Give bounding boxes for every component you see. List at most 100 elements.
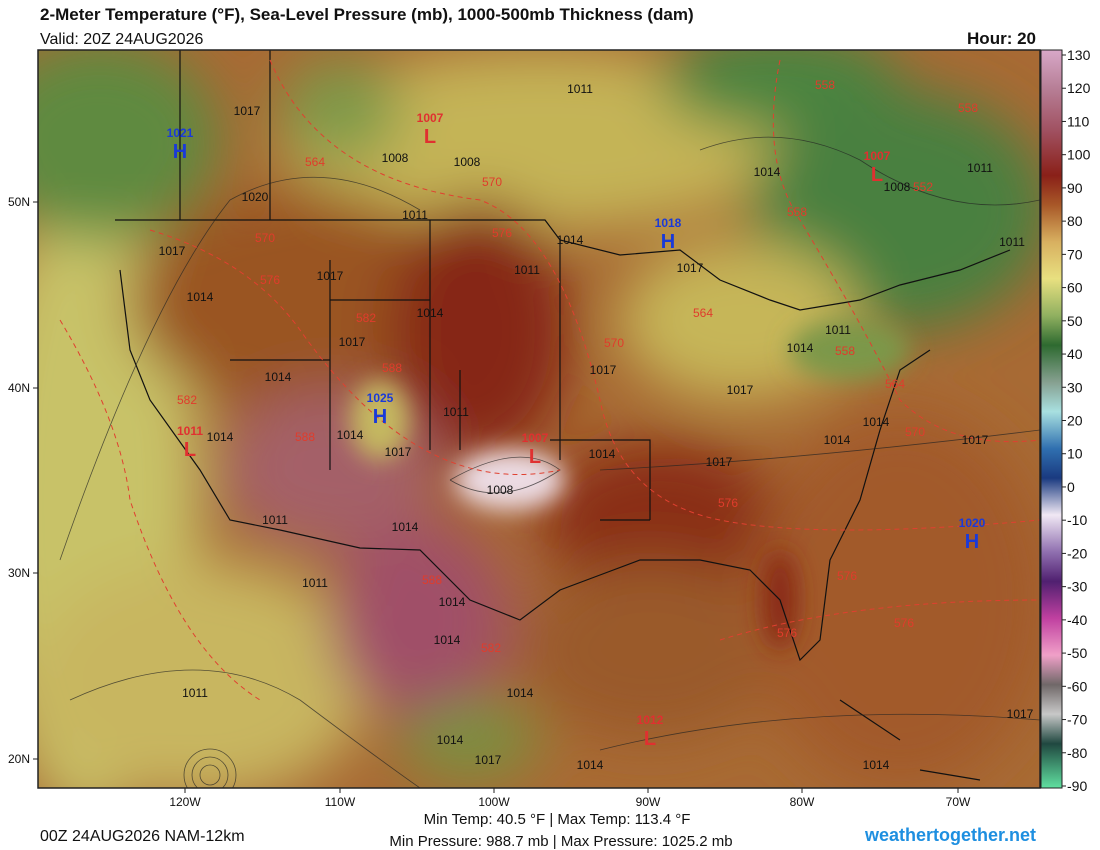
pressure-center-value: 1012 [637,713,664,727]
isobar-label: 1014 [439,595,466,609]
isobar-label: 1014 [754,165,781,179]
isobar-label: 1014 [392,520,419,534]
pressure-center-symbol: L [184,439,196,461]
thickness-label: 552 [913,180,933,194]
isobar-label: 1017 [590,363,617,377]
thickness-label: 564 [885,377,905,391]
pressure-range: Min Pressure: 988.7 mb | Max Pressure: 1… [389,833,732,850]
isobar-label: 1011 [825,323,851,337]
isobar-label: 1011 [567,82,593,96]
colorbar-label: 40 [1067,346,1083,362]
isobar-label: 1017 [677,261,704,275]
colorbar-label: 110 [1067,113,1090,129]
pressure-center-value: 1020 [959,516,986,530]
colorbar-label: 50 [1067,313,1083,329]
pressure-center-symbol: L [644,728,656,750]
lon-label: 110W [325,795,356,809]
lat-label: 30N [8,566,30,580]
site-name: weathertogether.net [864,825,1036,845]
isobar-label: 1017 [1007,707,1034,721]
thickness-label: 558 [958,101,978,115]
isobar-label: 1014 [207,430,234,444]
thickness-label: 576 [492,226,512,240]
colorbar-label: -90 [1067,778,1087,794]
lat-label: 20N [8,752,30,766]
thickness-label: 582 [481,641,501,655]
colorbar-label: 120 [1067,80,1091,96]
isobar-label: 1017 [317,269,344,283]
thickness-label: 558 [815,78,835,92]
colorbar-label: 0 [1067,479,1075,495]
thickness-label: 558 [835,344,855,358]
isobar-label: 1014 [507,686,534,700]
thickness-label: 576 [894,616,914,630]
lon-label: 100W [478,795,510,809]
lon-label: 70W [946,795,971,809]
pressure-center-value: 1007 [522,431,549,445]
pressure-center-symbol: H [661,231,675,253]
colorbar-label: 80 [1067,213,1083,229]
isobar-label: 1014 [437,733,464,747]
valid-time: Valid: 20Z 24AUG2026 [40,31,203,48]
colorbar-label: -20 [1067,545,1087,561]
isobar-label: 1017 [706,455,733,469]
thickness-label: 576 [837,569,857,583]
isobar-label: 1017 [339,335,366,349]
isobar-label: 1011 [302,576,328,590]
isobar-label: 1011 [967,161,993,175]
thickness-label: 576 [260,273,280,287]
isobar-label: 1008 [382,151,409,165]
isobar-label: 1017 [962,433,989,447]
temp-range: Min Temp: 40.5 °F | Max Temp: 113.4 °F [424,811,691,828]
thickness-label: 558 [787,205,807,219]
isobar-label: 1014 [863,415,890,429]
colorbar-label: -80 [1067,745,1087,761]
colorbar-label: 10 [1067,446,1083,462]
colorbar-label: -70 [1067,712,1087,728]
thickness-label: 576 [777,626,797,640]
thickness-label: 570 [604,336,624,350]
isobar-label: 1011 [262,513,288,527]
isobar-label: 1008 [454,155,481,169]
thickness-label: 588 [422,573,442,587]
colorbar-label: -10 [1067,512,1087,528]
pressure-center-value: 1007 [417,111,444,125]
isobar-label: 1008 [884,180,911,194]
colorbar-label: 70 [1067,246,1083,262]
thickness-label: 570 [482,175,502,189]
pressure-center-value: 1021 [167,126,194,140]
isobar-label: 1014 [557,233,584,247]
thickness-label: 576 [718,496,738,510]
isobar-label: 1014 [337,428,364,442]
thickness-label: 582 [177,393,197,407]
lon-label: 120W [169,795,201,809]
isobar-label: 1014 [187,290,214,304]
pressure-center-symbol: L [424,126,436,148]
colorbar-label: -40 [1067,612,1087,628]
pressure-center-value: 1025 [367,391,394,405]
lat-label: 40N [8,381,30,395]
pressure-center-symbol: H [965,531,979,553]
thickness-label: 564 [693,306,713,320]
temperature-field [38,50,1040,788]
isobar-label: 1014 [265,370,292,384]
map-frame [37,49,1041,789]
thickness-label: 570 [255,231,275,245]
pressure-center-symbol: H [373,406,387,428]
map-title: 2-Meter Temperature (°F), Sea-Level Pres… [40,5,694,24]
thickness-label: 582 [356,311,376,325]
pressure-center-symbol: L [871,164,883,186]
isobar-label: 1011 [443,405,469,419]
isobar-label: 1008 [487,483,514,497]
colorbar [1040,49,1063,789]
colorbar-label: -30 [1067,579,1087,595]
isobar-label: 1014 [863,758,890,772]
isobar-label: 1014 [434,633,461,647]
pressure-center-value: 1011 [177,424,203,438]
colorbar-label: 130 [1067,47,1091,63]
thickness-label: 570 [905,425,925,439]
thickness-label: 564 [305,155,325,169]
colorbar-label: 100 [1067,147,1091,163]
lon-label: 80W [790,795,815,809]
isobar-label: 1014 [787,341,814,355]
